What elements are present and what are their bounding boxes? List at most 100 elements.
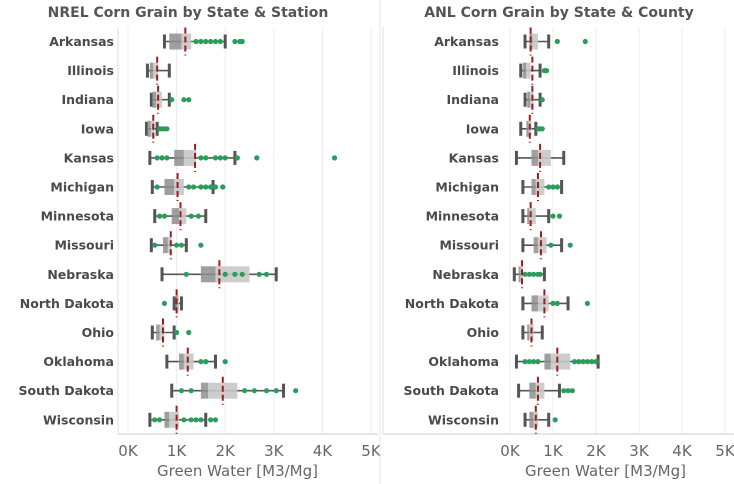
box-upper-half (174, 179, 184, 195)
box-upper-half (526, 62, 531, 79)
outlier-point (546, 184, 552, 190)
outlier-point (208, 38, 214, 45)
box-row-michigan: Michigan (50, 173, 226, 201)
state-label: Illinois (67, 63, 114, 78)
box-lower-half (531, 295, 538, 312)
box-lower-half (162, 237, 168, 254)
box-row-south-dakota: South Dakota (403, 376, 575, 405)
box-row-north-dakota: North Dakota (20, 289, 183, 318)
outlier-point (186, 329, 192, 336)
state-label: Arkansas (434, 34, 499, 49)
outlier-point (198, 417, 204, 423)
outlier-point (154, 155, 160, 161)
box-lower-half (156, 324, 160, 341)
box-lower-half (164, 179, 175, 195)
outlier-point (193, 417, 199, 423)
outlier-point (550, 300, 556, 306)
outlier-point (156, 417, 163, 423)
outlier-point (539, 97, 545, 103)
outlier-point (242, 388, 248, 394)
box-row-south-dakota: South Dakota (18, 376, 299, 405)
box-upper-half (183, 149, 197, 166)
box-row-arkansas: Arkansas (49, 27, 245, 56)
box-lower-half (147, 120, 151, 137)
box-row-iowa: Iowa (81, 114, 170, 143)
x-tick-label: 5K (715, 442, 734, 460)
state-label: Nebraska (432, 267, 499, 282)
outlier-point (212, 184, 219, 190)
box-lower-half (526, 120, 529, 137)
outlier-point (222, 359, 228, 365)
x-axis-title: Green Water [M3/Mg] (157, 462, 318, 480)
state-label: Kansas (64, 150, 114, 165)
outlier-point (174, 242, 180, 248)
box-upper-half (529, 208, 536, 225)
box-upper-half (537, 295, 549, 312)
box-row-minnesota: Minnesota (41, 202, 208, 231)
outlier-point (188, 213, 194, 219)
box-upper-half (179, 208, 187, 225)
outlier-point (159, 155, 165, 161)
x-tick-label: 1K (543, 442, 564, 460)
outlier-point (212, 417, 219, 423)
state-label: Michigan (50, 180, 114, 195)
outlier-point (212, 155, 219, 161)
outlier-point (561, 388, 567, 394)
state-label: Oklahoma (428, 354, 499, 369)
outlier-point (198, 242, 204, 248)
box-lower-half (200, 382, 209, 399)
outlier-point (569, 388, 575, 394)
box-lower-half (171, 208, 180, 225)
outlier-point (222, 155, 228, 161)
x-tick-label: 3K (629, 442, 650, 460)
state-label: Indiana (446, 92, 499, 107)
outlier-point (526, 271, 532, 277)
box-upper-half (532, 33, 538, 50)
box-lower-half (164, 411, 170, 428)
state-label: Wisconsin (43, 412, 114, 427)
state-label: Indiana (61, 92, 114, 107)
box-row-wisconsin: Wisconsin (428, 405, 558, 434)
outlier-point (193, 38, 199, 45)
state-label: Illinois (452, 63, 499, 78)
box-upper-half (535, 382, 545, 399)
outlier-point (580, 359, 586, 365)
outlier-point (164, 155, 170, 161)
outlier-point (571, 359, 578, 365)
outlier-point (522, 359, 528, 365)
state-label: Iowa (81, 121, 114, 136)
outlier-point (239, 271, 245, 277)
outlier-point (208, 184, 214, 190)
outlier-point (331, 155, 338, 161)
box-row-oklahoma: Oklahoma (428, 347, 600, 376)
outlier-point (169, 97, 175, 103)
box-row-kansas: Kansas (449, 143, 566, 172)
x-tick-label: 4K (672, 442, 693, 460)
box-row-missouri: Missouri (439, 231, 573, 260)
box-row-nebraska: Nebraska (47, 260, 278, 289)
box-upper-half (169, 411, 180, 428)
outlier-point (203, 38, 209, 45)
box-lower-half (527, 208, 530, 225)
box-upper-half (537, 237, 547, 254)
outlier-point (203, 155, 209, 161)
state-label: Missouri (54, 238, 114, 253)
box-lower-half (149, 62, 154, 79)
outlier-point (198, 155, 204, 161)
x-tick-label: 0K (500, 442, 521, 460)
outlier-point (263, 388, 270, 394)
box-lower-half (518, 266, 521, 283)
outlier-point (181, 97, 187, 103)
state-label: Iowa (466, 121, 499, 136)
outlier-point (526, 359, 532, 365)
outlier-point (535, 359, 541, 365)
box-row-indiana: Indiana (61, 85, 192, 114)
state-label: North Dakota (20, 296, 114, 311)
chart-title: NREL Corn Grain by State & Station (48, 5, 329, 21)
chart-panel-1: NREL Corn Grain by State & Station 0K 1K 2K… (18, 5, 381, 480)
state-label: Arkansas (49, 34, 114, 49)
outlier-point (198, 359, 204, 365)
outlier-point (548, 242, 554, 248)
outlier-point (589, 359, 595, 365)
